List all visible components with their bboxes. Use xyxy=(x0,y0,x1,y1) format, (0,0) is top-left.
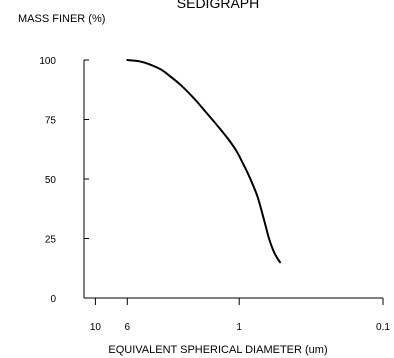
x-axis-label: EQUIVALENT SPHERICAL DIAMETER (um) xyxy=(108,344,327,356)
x-tick-label: 6 xyxy=(125,322,131,333)
y-axis-ticks: 0 25 50 75 100 xyxy=(39,56,89,305)
y-tick-label: 0 xyxy=(50,294,56,305)
x-axis-ticks: 10 6 1 0.1 xyxy=(90,298,390,333)
y-tick-label: 25 xyxy=(45,235,57,246)
y-tick-label: 75 xyxy=(45,116,57,127)
y-tick-label: 100 xyxy=(39,56,56,67)
chart-title: SEDIGRAPH xyxy=(177,0,259,11)
x-tick-label: 0.1 xyxy=(376,322,390,333)
x-tick-label: 10 xyxy=(90,322,102,333)
mass-finer-curve xyxy=(126,59,281,264)
x-tick-label: 1 xyxy=(236,322,242,333)
y-axis-label: MASS FINER (%) xyxy=(18,13,105,25)
y-tick-label: 50 xyxy=(45,175,57,186)
